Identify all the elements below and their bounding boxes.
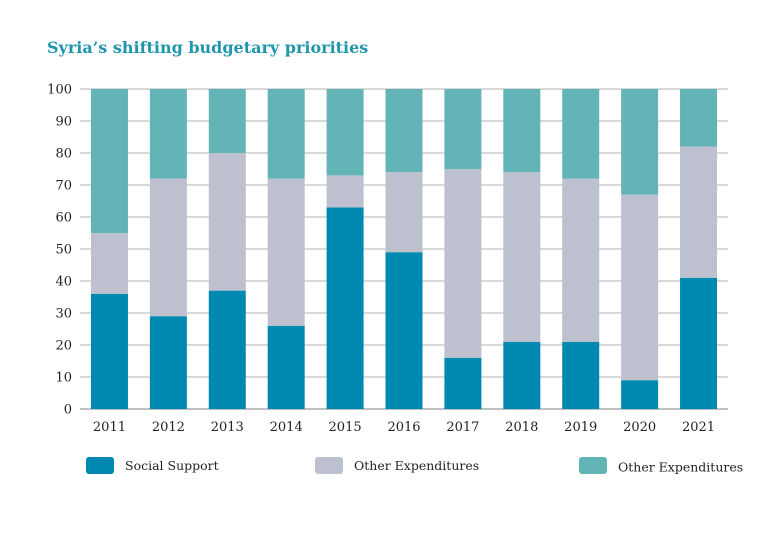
bar-2014-series-1	[267, 178, 305, 326]
bar-2017-series-0	[444, 357, 482, 409]
bar-2015-series-0	[326, 207, 364, 409]
y-tick-label: 10	[55, 371, 72, 386]
bar-2019-series-2	[562, 89, 600, 179]
y-tick-label: 80	[55, 147, 72, 162]
bar-2019-series-1	[562, 178, 600, 342]
bar-2021-series-2	[680, 89, 718, 147]
bar-2011-series-1	[90, 233, 128, 294]
bar-2012-series-1	[149, 178, 187, 317]
x-tick-label: 2017	[446, 420, 479, 435]
bar-2020-series-1	[621, 194, 659, 381]
bar-2014-series-2	[267, 89, 305, 179]
y-tick-label: 90	[55, 115, 72, 130]
bar-2015-series-1	[326, 175, 364, 208]
legend-label: Social Support	[125, 458, 219, 473]
y-tick-label: 20	[55, 339, 72, 354]
bar-2014-series-0	[267, 325, 305, 409]
bar-2011-series-2	[90, 89, 128, 233]
bars	[90, 89, 718, 409]
bar-2017-series-1	[444, 169, 482, 358]
x-tick-label: 2015	[329, 420, 362, 435]
x-tick-label: 2021	[682, 420, 715, 435]
y-tick-label: 50	[55, 243, 72, 258]
bar-2013-series-0	[208, 290, 246, 409]
bar-2021-series-1	[680, 146, 718, 278]
legend-swatch	[315, 457, 343, 474]
bar-2017-series-2	[444, 89, 482, 169]
bar-2018-series-2	[503, 89, 541, 173]
x-tick-labels: 2011 2012 2013 2014 2015 2016 2017 2018 2019 2020…	[93, 420, 715, 435]
bar-2011-series-0	[90, 293, 128, 409]
legend-label: Other Expenditures	[354, 458, 479, 473]
y-tick-label: 0	[64, 403, 72, 418]
bar-2018-series-0	[503, 341, 541, 409]
legend-swatch	[579, 457, 607, 474]
x-tick-label: 2011	[93, 420, 126, 435]
y-tick-label: 40	[55, 275, 72, 290]
x-tick-label: 2018	[505, 420, 538, 435]
legend: Social Support Other Expenditures Other Ex…	[86, 457, 743, 475]
y-tick-labels: 0 10 20 30 40 50 60 70 80 90 100	[47, 83, 72, 418]
x-tick-label: 2019	[564, 420, 597, 435]
bar-2013-series-2	[208, 89, 246, 153]
x-tick-label: 2013	[211, 420, 244, 435]
x-tick-label: 2012	[152, 420, 185, 435]
bar-2021-series-0	[680, 277, 718, 409]
bar-2020-series-2	[621, 89, 659, 195]
x-tick-label: 2014	[270, 420, 303, 435]
x-tick-label: 2016	[387, 420, 420, 435]
bar-2016-series-2	[385, 89, 423, 173]
y-tick-label: 30	[55, 307, 72, 322]
bar-2016-series-1	[385, 172, 423, 253]
legend-label: Other Expenditures	[618, 460, 743, 475]
legend-swatch	[86, 457, 114, 474]
bar-2012-series-2	[149, 89, 187, 179]
chart-title: Syria’s shifting budgetary priorities	[47, 38, 369, 57]
bar-2018-series-1	[503, 172, 541, 342]
bar-2020-series-0	[621, 380, 659, 409]
y-tick-label: 100	[47, 83, 72, 98]
bar-2019-series-0	[562, 341, 600, 409]
y-tick-label: 70	[55, 179, 72, 194]
x-tick-label: 2020	[623, 420, 656, 435]
bar-2016-series-0	[385, 252, 423, 409]
bar-2012-series-0	[149, 316, 187, 409]
y-tick-label: 60	[55, 211, 72, 226]
bar-2013-series-1	[208, 153, 246, 291]
bar-2015-series-2	[326, 89, 364, 176]
